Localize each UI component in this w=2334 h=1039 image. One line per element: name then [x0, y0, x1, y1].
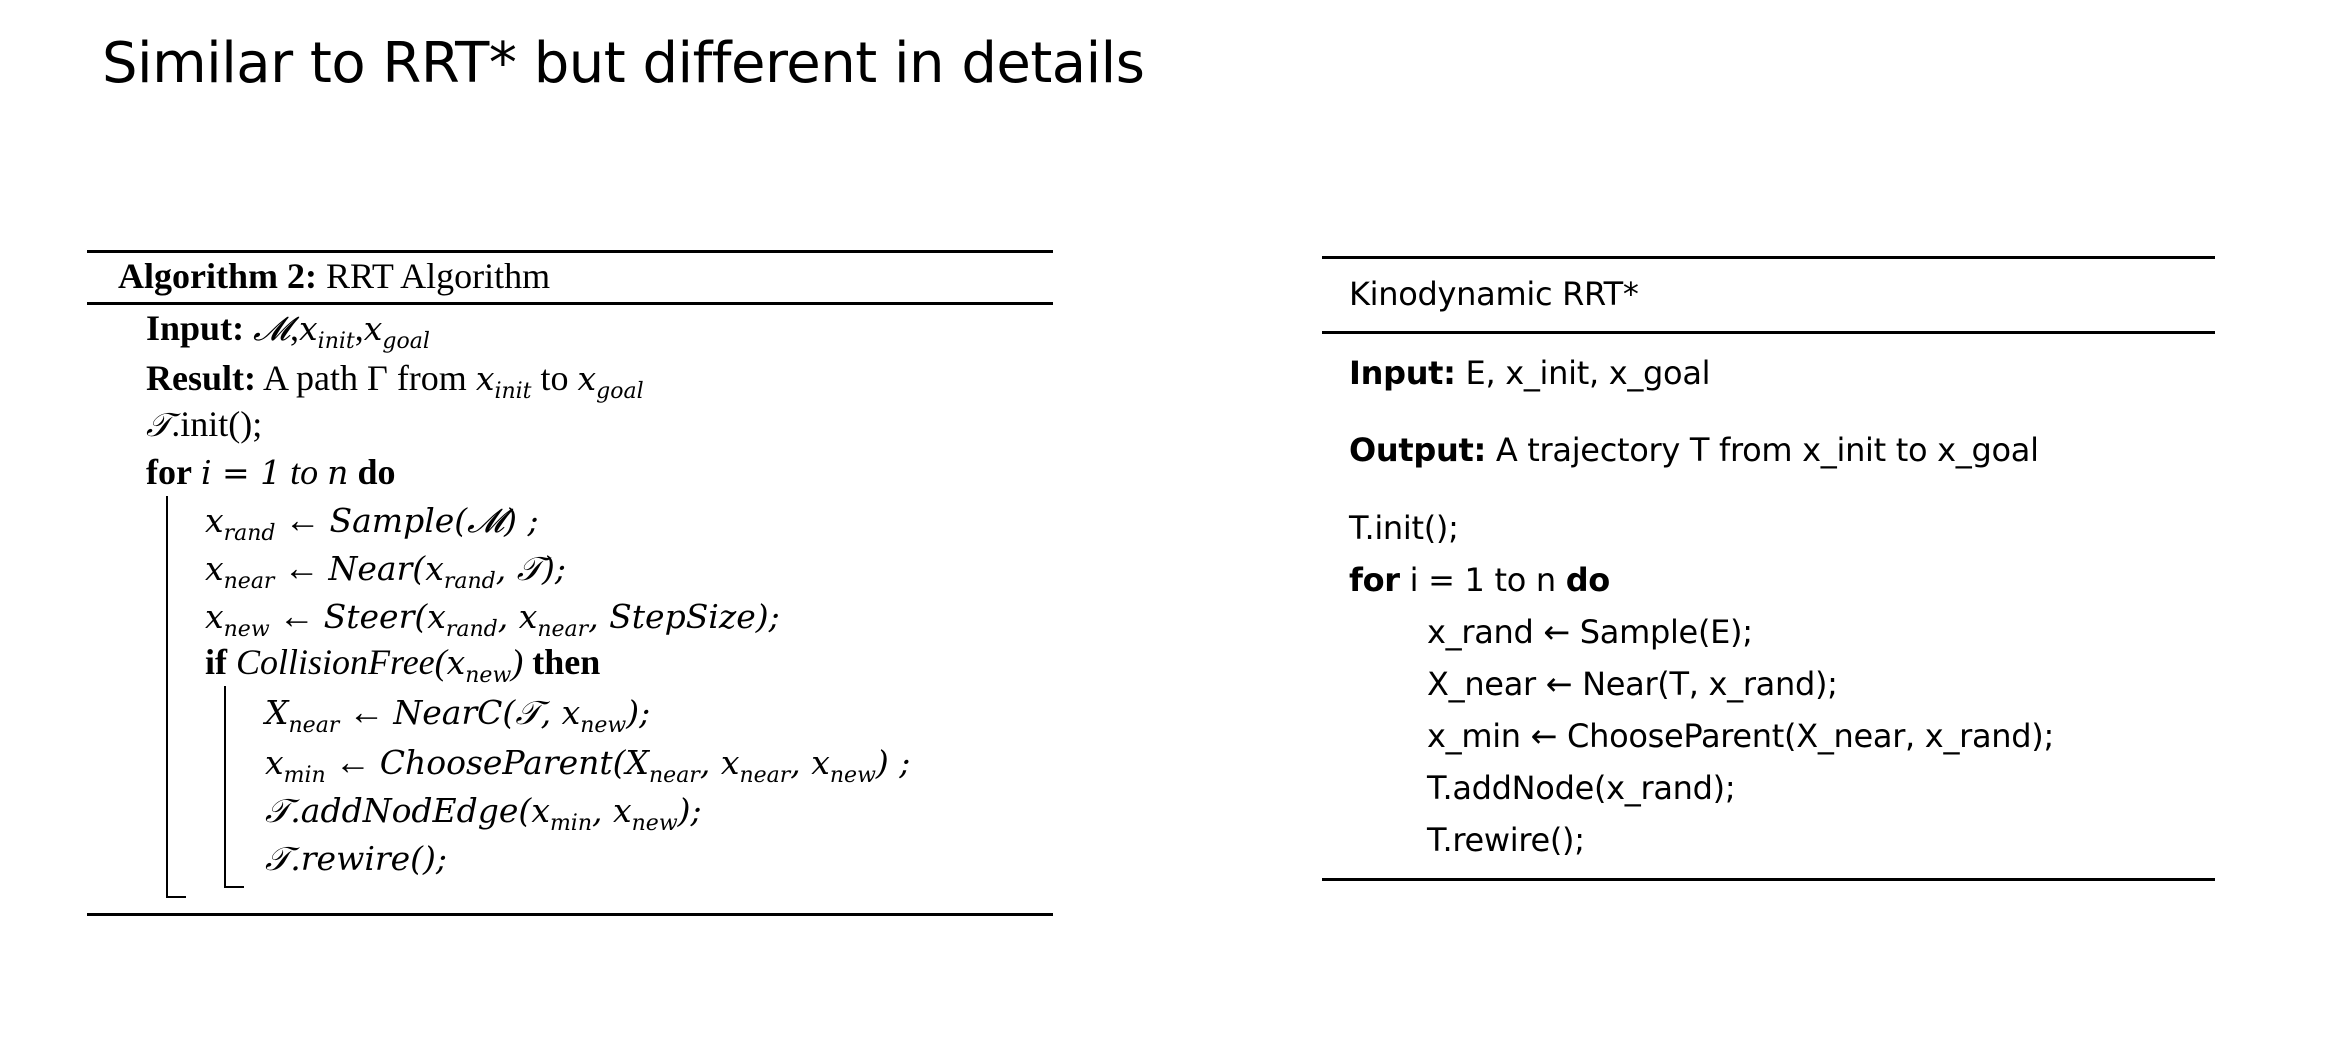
input-line: Input: 𝓜,xinit,xgoal [146, 308, 430, 354]
output-line: Output: A trajectory T from x_init to x_… [1349, 431, 2039, 469]
slide-title: Similar to RRT* but different in details [102, 31, 1145, 96]
if-body-bar [224, 686, 226, 886]
body-line-choose-parent: x_min ← ChooseParent(X_near, x_rand); [1427, 717, 2054, 755]
algorithm-title: RRT Algorithm [325, 256, 551, 296]
bottom-rule [1322, 878, 2215, 881]
result-line: Result: A path Γ from xinit to xgoal [146, 358, 644, 404]
if-body-end [224, 886, 244, 888]
input-line: Input: E, x_init, x_goal [1349, 354, 1711, 392]
add-edge-line: 𝒯.addNodEdge(xmin, xnew); [265, 791, 702, 836]
algorithm-number: Algorithm 2: [118, 256, 317, 296]
tree-init-line: 𝒯.init(); [146, 404, 263, 444]
body-line-rewire: T.rewire(); [1427, 821, 1585, 859]
for-loop-line: for i = 1 to n do [1349, 561, 1610, 599]
top-rule [1322, 256, 2215, 259]
top-rule [87, 250, 1053, 253]
if-collision-line: if CollisionFree(xnew) then [205, 642, 601, 688]
for-body-bar [166, 496, 168, 896]
near-line: xnear ← Near(xrand, 𝒯); [205, 548, 566, 594]
header-rule [1322, 331, 2215, 334]
algorithm-title: Kinodynamic RRT* [1349, 275, 1639, 313]
bottom-rule [87, 913, 1053, 916]
steer-line: xnew ← Steer(xrand, xnear, StepSize); [205, 596, 780, 642]
tree-init-line: T.init(); [1349, 509, 1459, 547]
header-rule [87, 302, 1053, 305]
sample-line: xrand ← Sample(𝓜) ; [205, 500, 539, 546]
choose-parent-line: xmin ← ChooseParent(Xnear, xnear, xnew) … [265, 742, 911, 788]
body-line-add-node: T.addNode(x_rand); [1427, 769, 1736, 807]
for-loop-line: for i = 1 to n do [146, 452, 396, 492]
rewire-line: 𝒯.rewire(); [265, 839, 448, 878]
nearc-line: Xnear ← NearC(𝒯, xnew); [265, 692, 651, 738]
body-line-near: X_near ← Near(T, x_rand); [1427, 665, 1838, 703]
for-body-end [166, 896, 186, 898]
algorithm-header: Algorithm 2: RRT Algorithm [118, 254, 550, 298]
body-line-sample: x_rand ← Sample(E); [1427, 613, 1753, 651]
